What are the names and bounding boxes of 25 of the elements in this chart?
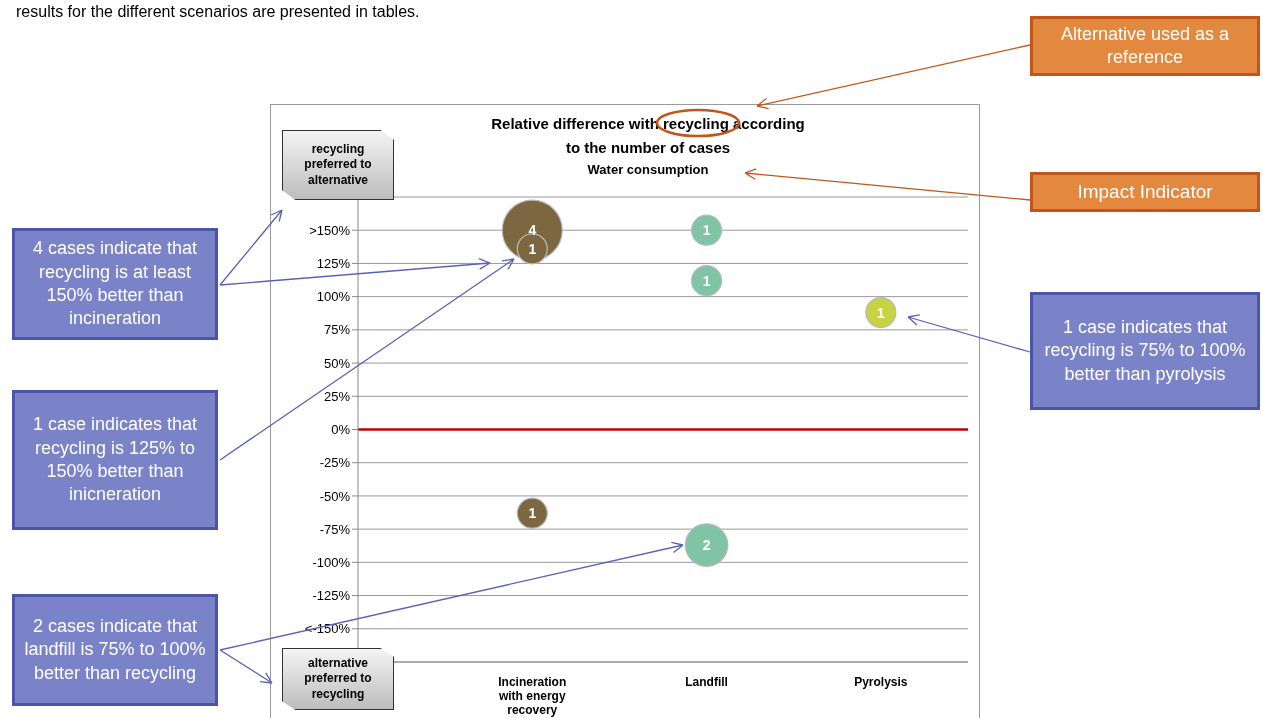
annotation: 1 bbox=[528, 505, 537, 522]
y-tick-label: 125% bbox=[316, 256, 351, 272]
y-tick-label: 50% bbox=[323, 355, 351, 371]
y-tick-label: 100% bbox=[316, 289, 351, 305]
chart-subtitle: Water consumption bbox=[586, 162, 710, 177]
annotation: 1 bbox=[528, 240, 537, 257]
text: results for the different scenarios are presented in tables. bbox=[15, 2, 421, 22]
x-tick-label: Landfill bbox=[685, 675, 728, 689]
y-tick-label: -100% bbox=[312, 554, 351, 570]
annotation: 1 bbox=[702, 272, 711, 289]
x-tick-label: Pyrolysis bbox=[854, 675, 908, 689]
y-tick-label: -50% bbox=[319, 488, 351, 504]
y-tick-label: -75% bbox=[319, 521, 351, 537]
y-tick-label: -125% bbox=[312, 588, 351, 604]
y-tick-label: <-150% bbox=[304, 621, 351, 637]
y-tick-label: 0% bbox=[331, 422, 351, 438]
annotation: 2 bbox=[702, 537, 711, 554]
annotation: 4 bbox=[528, 222, 537, 239]
y-tick-label: 25% bbox=[323, 388, 351, 404]
y-tick-label: 75% bbox=[323, 322, 351, 338]
y-tick-label: -25% bbox=[319, 455, 351, 471]
x-tick-label: Incineration with energy recovery bbox=[497, 675, 567, 717]
annotation: 1 bbox=[702, 222, 711, 239]
annotation: 1 bbox=[876, 304, 885, 321]
y-tick-label: >150% bbox=[309, 222, 351, 238]
